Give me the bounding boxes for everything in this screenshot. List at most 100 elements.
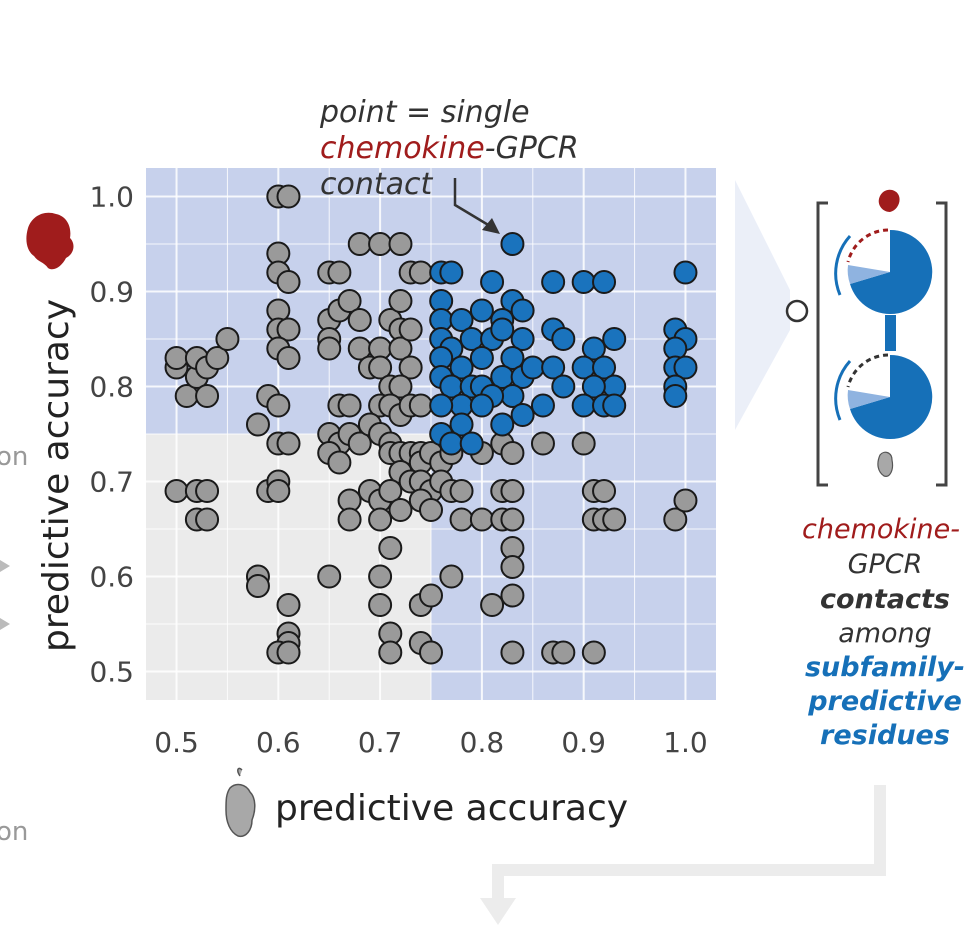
data-point-gray [398, 317, 423, 342]
data-point-gray [388, 498, 413, 522]
y-tick-label: 0.9 [89, 276, 134, 309]
data-point-gray [347, 431, 372, 456]
data-point-gray [327, 260, 352, 285]
data-point-gray [368, 564, 393, 589]
mouse-silhouette-icon [225, 767, 256, 838]
data-point-gray [388, 336, 413, 361]
data-point-gray [663, 507, 688, 532]
zoom-funnel [735, 180, 790, 430]
data-point-gray [276, 593, 301, 617]
data-point-gray [378, 640, 403, 665]
data-point-blue [520, 355, 545, 380]
data-point-gray [195, 384, 220, 408]
data-point-gray [368, 507, 393, 532]
flow-arrow [492, 785, 886, 900]
data-point-gray [195, 479, 220, 503]
pie-top-dash [846, 228, 889, 263]
data-point-gray [500, 640, 525, 665]
side-among: among [838, 618, 932, 649]
annotation-line-2: chemokine-GPCR [320, 131, 579, 166]
data-point-gray [164, 346, 189, 370]
data-point-blue [490, 317, 515, 342]
pie-connector [885, 315, 896, 351]
right-bracket [936, 201, 948, 487]
data-point-blue [602, 327, 627, 351]
data-point-blue [551, 327, 576, 351]
data-point-blue [581, 374, 606, 399]
data-point-blue [469, 346, 494, 370]
side-gpcr: GPCR [848, 549, 923, 580]
data-point-blue [439, 260, 464, 285]
annotation-line-3: contact [320, 167, 434, 202]
edge-text-upper: on [0, 442, 28, 472]
y-tick-label: 0.8 [89, 371, 134, 404]
data-point-blue [581, 336, 606, 361]
data-point-blue [673, 355, 698, 380]
data-point-blue [592, 270, 617, 294]
mouse-mini-icon [877, 451, 894, 477]
data-point-gray [368, 232, 393, 256]
data-point-blue [592, 355, 617, 380]
data-point-blue [673, 260, 698, 285]
data-point-gray [500, 479, 525, 503]
data-point-gray [337, 393, 362, 418]
pie-bottom-dash [846, 353, 889, 388]
data-point-gray [245, 574, 270, 598]
data-point-blue [663, 384, 688, 408]
data-point-blue [429, 393, 454, 418]
data-point-gray [500, 555, 525, 579]
data-point-gray [378, 536, 403, 560]
data-point-gray [480, 593, 505, 617]
data-point-blue [449, 355, 474, 380]
x-tick-labels: 0.5 0.6 0.7 0.8 0.9 1.0 [154, 726, 707, 759]
data-point-blue [510, 298, 535, 323]
x-tick-label: 0.9 [561, 726, 606, 759]
data-point-gray [368, 355, 393, 380]
chemokine-mini-icon [878, 189, 900, 212]
data-point-gray [276, 346, 301, 370]
pie-top-wedge [847, 265, 890, 284]
gray-points [164, 184, 698, 665]
data-point-gray [419, 583, 443, 608]
y-tick-labels: 0.5 0.6 0.7 0.8 0.9 1.0 [89, 181, 134, 689]
data-point-gray [388, 374, 413, 399]
data-point-gray [276, 270, 301, 294]
side-contacts: contacts [820, 584, 950, 615]
data-point-blue [500, 232, 525, 256]
x-tick-label: 0.8 [460, 726, 505, 759]
data-point-blue [480, 270, 505, 294]
funnel-node [785, 299, 809, 323]
data-point-blue [602, 393, 627, 418]
data-point-blue [541, 270, 566, 294]
data-point-blue [469, 393, 494, 418]
annotation-chemokine: chemokine [320, 131, 485, 166]
pie-bottom-arc-arrow [834, 359, 852, 421]
data-point-gray [592, 479, 617, 503]
data-point-gray [439, 564, 464, 589]
data-point-gray [317, 336, 342, 361]
side-chemokine: chemokine- [802, 514, 960, 545]
data-point-blue [469, 298, 494, 323]
annotation-arrowhead [482, 218, 500, 234]
data-point-gray [571, 431, 596, 456]
left-bracket [816, 201, 828, 487]
blue-points [429, 232, 698, 456]
x-tick-label: 0.7 [358, 726, 403, 759]
flow-arrowhead [480, 898, 516, 925]
data-point-gray [500, 441, 525, 465]
data-point-blue [439, 431, 464, 456]
data-point-gray [530, 431, 555, 456]
annotation-gpcr: -GPCR [485, 131, 579, 166]
data-point-blue [510, 327, 535, 351]
data-point-gray [317, 564, 342, 589]
data-point-gray [245, 412, 270, 437]
data-point-gray [449, 479, 474, 503]
y-axis-title: predictive accuracy [36, 299, 77, 652]
x-tick-label: 0.6 [256, 726, 301, 759]
data-point-gray [551, 640, 576, 665]
data-point-gray [449, 507, 474, 532]
data-point-blue [449, 412, 474, 437]
data-point-gray [378, 479, 403, 503]
data-point-gray [276, 184, 301, 209]
data-point-gray [388, 232, 413, 256]
